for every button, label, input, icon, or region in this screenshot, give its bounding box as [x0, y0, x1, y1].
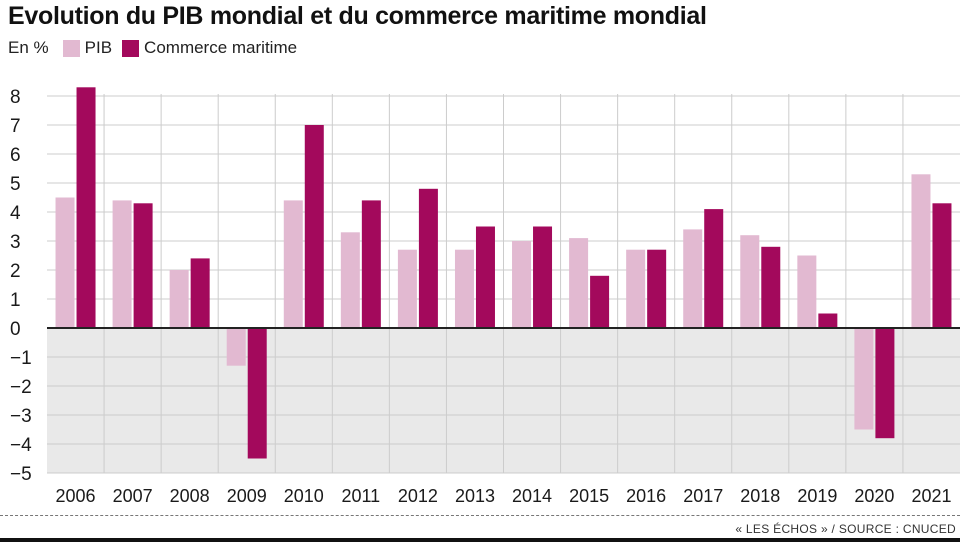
source-credit: « LES ÉCHOS » / SOURCE : CNUCED	[735, 522, 956, 536]
x-tick-label: 2009	[227, 486, 267, 506]
x-tick-label: 2006	[56, 486, 96, 506]
x-tick-label: 2011	[341, 486, 380, 506]
x-tick-label: 2007	[113, 486, 153, 506]
bar-pib-2012	[397, 249, 417, 328]
bar-commerce-maritime-2012	[418, 188, 438, 328]
unit-label: En %	[8, 38, 49, 57]
bar-commerce-maritime-2011	[361, 200, 381, 328]
bar-pib-2020	[854, 328, 874, 430]
y-tick-label: 5	[10, 174, 21, 195]
bar-commerce-maritime-2015	[590, 275, 610, 328]
bar-commerce-maritime-2017	[704, 209, 724, 328]
bar-commerce-maritime-2006	[76, 87, 96, 328]
bottom-rule	[0, 538, 960, 542]
y-tick-label: −1	[10, 348, 32, 369]
footer-divider	[0, 515, 960, 516]
bar-pib-2015	[569, 238, 589, 328]
bar-pib-2019	[797, 255, 817, 328]
bar-pib-2009	[226, 328, 246, 366]
bar-pib-2014	[512, 241, 532, 328]
bar-pib-2006	[55, 197, 75, 328]
legend: En % PIB Commerce maritime	[8, 37, 307, 59]
bar-pib-2010	[283, 200, 303, 328]
legend-item-commerce-maritime: Commerce maritime	[122, 38, 297, 58]
x-tick-label: 2019	[797, 486, 837, 506]
bar-commerce-maritime-2016	[647, 249, 667, 328]
x-tick-label: 2015	[569, 486, 609, 506]
x-tick-label: 2016	[626, 486, 666, 506]
y-tick-label: 6	[10, 145, 21, 166]
legend-swatch-pib	[62, 39, 80, 57]
legend-label-commerce-maritime: Commerce maritime	[144, 38, 298, 57]
x-tick-label: 2010	[284, 486, 324, 506]
y-tick-label: −5	[10, 464, 32, 485]
bar-chart: 8 7 6 5 4 3 2 1 0 −1 −2 −3 −4 −5 2006 2007 2008 2009 2010 2…	[10, 87, 960, 506]
y-tick-label: 7	[10, 116, 21, 137]
bar-commerce-maritime-2019	[818, 313, 838, 328]
x-tick-label: 2017	[683, 486, 723, 506]
x-tick-label: 2013	[455, 486, 495, 506]
y-tick-label: −2	[10, 377, 32, 398]
bar-commerce-maritime-2021	[932, 203, 952, 328]
y-tick-label: 4	[10, 203, 21, 224]
y-tick-label: −4	[10, 435, 32, 456]
x-tick-label: 2012	[398, 486, 438, 506]
x-tick-label: 2018	[740, 486, 780, 506]
bar-pib-2017	[683, 229, 703, 328]
bar-pib-2016	[626, 249, 646, 328]
x-tick-label: 2021	[911, 486, 951, 506]
bar-pib-2021	[911, 174, 931, 328]
x-tick-label: 2008	[170, 486, 210, 506]
bar-commerce-maritime-2014	[533, 226, 553, 328]
bar-pib-2008	[169, 270, 189, 328]
y-tick-label: 3	[10, 232, 21, 253]
legend-item-pib: PIB	[62, 38, 113, 58]
bar-commerce-maritime-2013	[475, 226, 495, 328]
y-tick-label: 1	[10, 290, 21, 311]
y-tick-label: 2	[10, 261, 21, 282]
chart-title: Evolution du PIB mondial et du commerce …	[8, 2, 707, 30]
bar-pib-2011	[340, 232, 360, 328]
x-tick-label: 2020	[854, 486, 894, 506]
bar-commerce-maritime-2010	[304, 125, 324, 328]
bar-commerce-maritime-2018	[761, 246, 781, 328]
bar-commerce-maritime-2007	[133, 203, 153, 328]
bar-commerce-maritime-2008	[190, 258, 210, 328]
y-tick-label: 0	[10, 319, 21, 340]
legend-swatch-commerce-maritime	[122, 39, 140, 57]
legend-label-pib: PIB	[84, 38, 113, 57]
bar-commerce-maritime-2009	[247, 328, 267, 459]
y-tick-label: 8	[10, 87, 21, 108]
y-tick-label: −3	[10, 406, 32, 427]
bar-pib-2018	[740, 235, 760, 328]
bar-pib-2013	[454, 249, 474, 328]
bar-commerce-maritime-2020	[875, 328, 895, 439]
bar-pib-2007	[112, 200, 132, 328]
x-tick-label: 2014	[512, 486, 552, 506]
